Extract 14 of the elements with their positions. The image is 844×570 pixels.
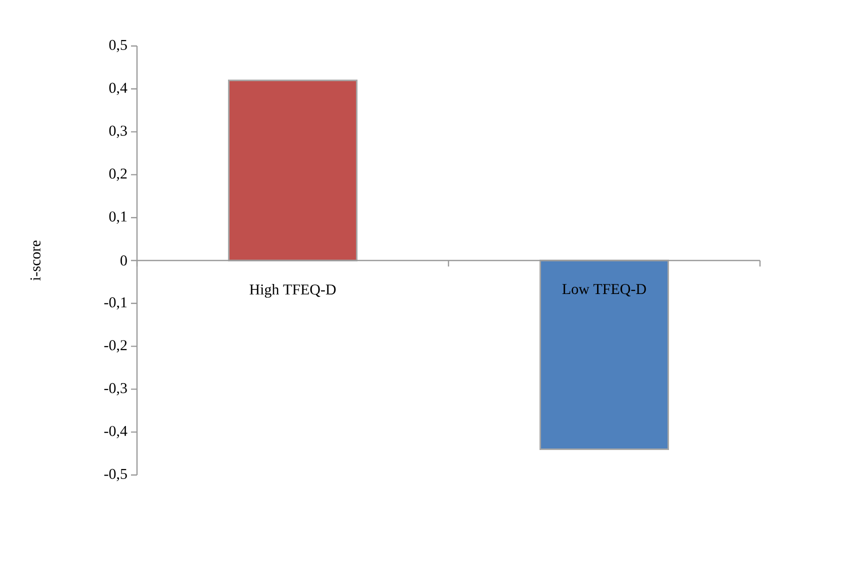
y-tick-label: 0: [120, 255, 127, 266]
y-tick-label: -0,2: [104, 340, 127, 352]
x-tick-label: High TFEQ-D: [250, 284, 336, 298]
y-tick-label: 0,4: [109, 82, 128, 96]
y-tick-label: 0,1: [109, 211, 127, 224]
y-tick-label: -0,1: [104, 297, 127, 310]
y-tick-label: 0,3: [109, 126, 127, 138]
y-tick-label: -0,4: [104, 426, 128, 438]
y-tick-label: -0,5: [104, 468, 127, 482]
y-tick-label: -0,3: [104, 383, 127, 396]
y-tick-label: 0,2: [109, 168, 127, 181]
y-axis-title: i-score: [30, 240, 40, 281]
y-tick-label: 0,5: [109, 40, 127, 52]
x-tick-label: Low TFEQ-D: [562, 284, 646, 296]
